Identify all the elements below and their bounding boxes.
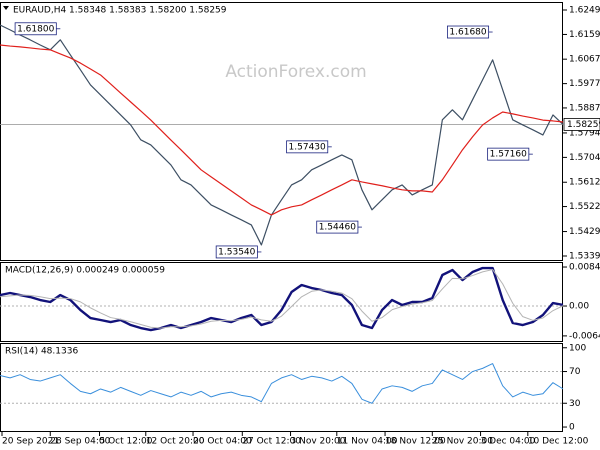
x-tick-label: 25 Nov 20:00 — [432, 437, 493, 447]
y-tick-label: 1.54295 — [569, 227, 600, 237]
annotation-label: 1.57160 — [490, 150, 527, 160]
panel-frame — [0, 343, 563, 432]
y-tick-label: 1.59770 — [569, 79, 600, 89]
last-price-label: 1.58259 — [567, 120, 600, 130]
annotation-label: 1.53540 — [218, 247, 255, 257]
y-tick-label: 1.57040 — [569, 153, 600, 163]
x-tick-label: 27 Oct 12:00 — [242, 437, 301, 447]
annotation-label: 1.61680 — [449, 28, 486, 38]
x-tick-label: 12 Oct 20:00 — [146, 437, 205, 447]
series-line — [0, 266, 564, 332]
panel-frame — [0, 2, 563, 261]
panel-frame — [0, 262, 563, 342]
series-line — [0, 269, 564, 329]
x-tick-label: 20 Sep 2021 — [2, 437, 59, 447]
y-tick-label: 1.56120 — [569, 178, 600, 188]
x-tick-label: 18 Nov 12:00 — [385, 437, 446, 447]
x-tick-label: 3 Dec 04:00 — [481, 437, 536, 447]
y-tick-label: 0 — [569, 423, 575, 433]
y-tick-label: 30 — [569, 399, 581, 409]
x-tick-label: 28 Sep 04:00 — [50, 437, 110, 447]
y-tick-label: 1.62495 — [569, 5, 600, 15]
annotation-label: 1.61800 — [17, 24, 54, 34]
panel-title: MACD(12,26,9) 0.000249 0.000059 — [5, 266, 165, 276]
y-tick-label: 1.55220 — [569, 202, 600, 212]
panel-title: EURAUD,H4 1.58348 1.58383 1.58200 1.5825… — [13, 6, 227, 16]
y-tick-label: 70 — [569, 367, 581, 377]
series-line — [0, 363, 564, 404]
x-tick-label: 10 Dec 12:00 — [528, 437, 589, 447]
panel-title: RSI(14) 48.1336 — [5, 347, 78, 357]
x-tick-label: 20 Oct 04:00 — [193, 437, 252, 447]
x-tick-label: 3 Nov 20:00 — [291, 437, 346, 447]
x-tick-label: 5 Oct 12:00 — [100, 437, 153, 447]
title-arrow — [3, 6, 9, 10]
series-line — [0, 44, 564, 216]
y-tick-label: 0.00 — [569, 302, 589, 312]
y-tick-label: 1.57945 — [569, 128, 600, 138]
y-tick-label: 1.61590 — [569, 30, 600, 40]
y-tick-label: 1.60675 — [569, 55, 600, 65]
y-tick-label: 0.008452 — [569, 263, 600, 273]
annotation-label: 1.54460 — [319, 223, 356, 233]
watermark: ActionForex.com — [225, 62, 366, 82]
last-price-box — [563, 118, 600, 131]
x-tick-label: 11 Nov 04:00 — [337, 437, 398, 447]
y-tick-label: 100 — [569, 343, 586, 353]
annotation-box — [14, 22, 57, 36]
y-tick-label: 1.53390 — [569, 252, 600, 262]
series-line — [0, 24, 564, 246]
y-tick-label: -0.006475 — [569, 331, 600, 341]
y-tick-label: 1.58870 — [569, 103, 600, 113]
annotation-label: 1.57430 — [289, 142, 326, 152]
